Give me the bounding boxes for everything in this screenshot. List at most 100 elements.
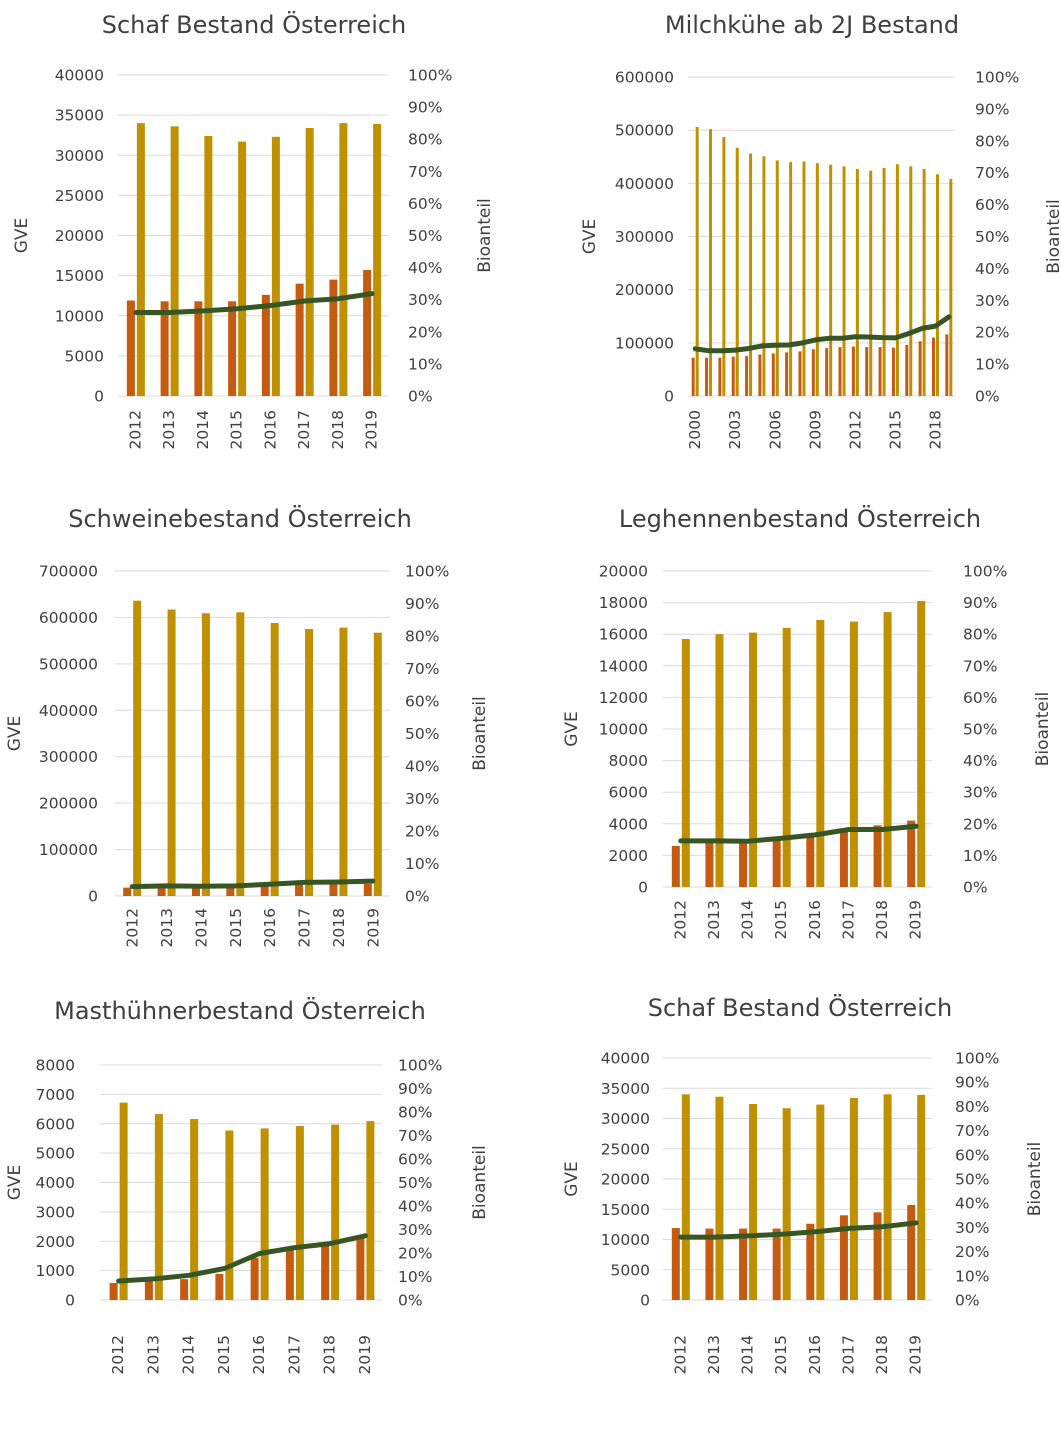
- y-tick-label: 300000: [39, 748, 98, 766]
- bar-bio: [157, 887, 166, 896]
- x-tick-label: 2019: [364, 908, 382, 947]
- y2-tick-label: 50%: [405, 725, 439, 743]
- bar-bio: [838, 347, 842, 396]
- x-tick-label: 2014: [192, 908, 210, 947]
- bar-bio: [873, 825, 882, 887]
- bar-bio: [356, 1235, 365, 1300]
- y2-axis-label: Bioanteil: [1025, 1142, 1045, 1217]
- x-tick-label: 2017: [296, 908, 314, 947]
- bar-total: [331, 1124, 340, 1300]
- bar-total: [305, 629, 314, 896]
- bar-bio: [878, 347, 882, 396]
- y2-tick-label: 40%: [963, 752, 997, 770]
- y2-tick-label: 90%: [405, 595, 439, 613]
- bar-total: [869, 170, 873, 396]
- y-tick-label: 10000: [599, 721, 648, 739]
- y-tick-label: 8000: [609, 752, 648, 770]
- bar-total: [849, 1097, 858, 1300]
- bar-bio: [191, 887, 200, 896]
- bar-total: [883, 1094, 892, 1300]
- y2-axis-label: Bioanteil: [470, 696, 490, 771]
- y2-tick-label: 80%: [955, 1098, 989, 1116]
- chart-title: Schaf Bestand Österreich: [102, 10, 407, 39]
- bar-total: [373, 123, 382, 396]
- y2-tick-label: 100%: [398, 1057, 442, 1075]
- bar-bio: [705, 842, 714, 887]
- bar-total: [695, 126, 699, 396]
- y-tick-label: 0: [638, 879, 648, 897]
- bar-bio: [671, 1228, 680, 1300]
- bar-total: [722, 137, 726, 396]
- y2-tick-label: 30%: [405, 790, 439, 808]
- x-tick-label: 2014: [739, 1335, 757, 1374]
- y-tick-label: 3000: [36, 1203, 75, 1221]
- bar-total: [762, 156, 766, 396]
- y-tick-label: 0: [65, 1292, 75, 1310]
- y2-tick-label: 10%: [408, 355, 442, 373]
- x-tick-label: 2018: [330, 908, 348, 947]
- x-tick-label: 2012: [671, 1335, 689, 1374]
- y2-tick-label: 20%: [963, 815, 997, 833]
- y-tick-label: 15000: [55, 267, 104, 285]
- bar-bio: [739, 1228, 748, 1300]
- x-tick-label: 2016: [806, 1335, 824, 1374]
- y-tick-label: 30000: [601, 1110, 650, 1128]
- bar-bio: [785, 352, 789, 396]
- bar-bio: [839, 828, 848, 887]
- y-axis-label: GVE: [562, 1161, 582, 1197]
- y2-tick-label: 20%: [408, 323, 442, 341]
- y-tick-label: 16000: [599, 626, 648, 644]
- bar-total: [190, 1119, 199, 1300]
- bar-bio: [891, 347, 895, 396]
- y-tick-label: 10000: [601, 1231, 650, 1249]
- x-tick-label: 2013: [144, 1335, 162, 1374]
- y2-tick-label: 50%: [398, 1174, 432, 1192]
- y2-tick-label: 0%: [963, 879, 988, 897]
- bar-total: [935, 174, 939, 396]
- y-tick-label: 700000: [39, 563, 98, 581]
- x-tick-label: 2012: [126, 410, 144, 449]
- y-tick-label: 500000: [615, 122, 674, 140]
- y2-tick-label: 30%: [398, 1221, 432, 1239]
- bar-total: [789, 162, 793, 396]
- bar-total: [816, 1104, 825, 1300]
- y2-tick-label: 100%: [963, 563, 1007, 581]
- bar-bio: [806, 1223, 815, 1300]
- y2-tick-label: 40%: [408, 259, 442, 277]
- bar-bio: [226, 887, 235, 896]
- y2-tick-label: 10%: [398, 1268, 432, 1286]
- bar-bio: [771, 353, 775, 396]
- y2-tick-label: 20%: [405, 823, 439, 841]
- y2-tick-label: 10%: [963, 847, 997, 865]
- bar-bio: [109, 1282, 118, 1300]
- x-tick-label: 2019: [907, 1335, 925, 1374]
- chart-panel-masthuehner: Masthühnerbestand Österreich 0 1000 2000 300…: [0, 970, 530, 1446]
- bar-bio: [905, 344, 909, 396]
- y2-tick-label: 40%: [405, 758, 439, 776]
- y2-tick-label: 50%: [408, 227, 442, 245]
- bar-total: [136, 123, 145, 397]
- chart-panel-schaf-bottom: Schaf Bestand Österreich 0 5000 10000 15000 2…: [530, 970, 1061, 1446]
- bar-bio: [772, 839, 781, 887]
- y2-tick-label: 60%: [975, 196, 1009, 214]
- bar-total: [373, 632, 382, 896]
- y2-tick-label: 80%: [405, 628, 439, 646]
- bar-total: [855, 168, 859, 396]
- y-tick-label: 20000: [601, 1171, 650, 1189]
- line-bioanteil: [129, 878, 376, 890]
- bar-total: [305, 127, 314, 396]
- x-tick-label: 2012: [846, 410, 864, 449]
- bar-bio: [839, 1215, 848, 1300]
- y2-axis-label: Bioanteil: [1044, 199, 1061, 274]
- y-tick-label: 14000: [599, 657, 648, 675]
- y2-tick-label: 90%: [963, 594, 997, 612]
- y2-tick-label: 20%: [398, 1245, 432, 1263]
- bar-total: [170, 126, 179, 397]
- y2-tick-label: 70%: [955, 1122, 989, 1140]
- y2-tick-label: 60%: [963, 689, 997, 707]
- x-tick-label: 2017: [839, 1335, 857, 1374]
- bar-total: [917, 1094, 926, 1300]
- bar-total: [339, 627, 348, 896]
- bar-total: [133, 600, 142, 896]
- y2-tick-label: 30%: [955, 1219, 989, 1237]
